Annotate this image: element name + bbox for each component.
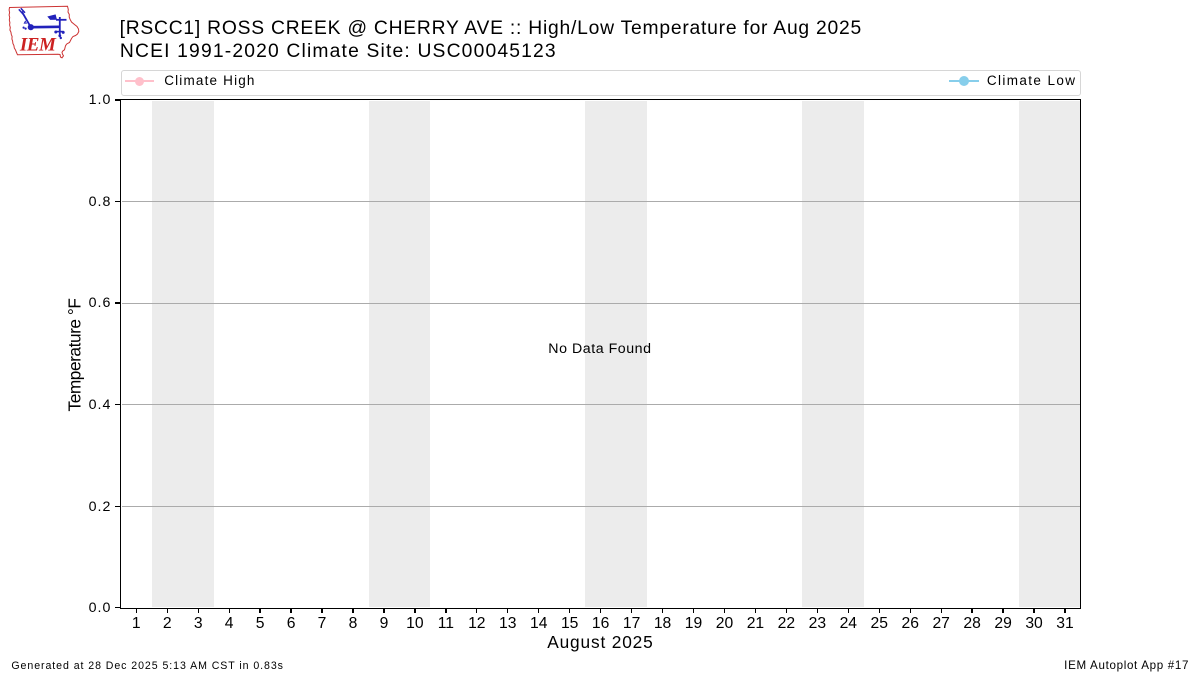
svg-text:IEM: IEM	[19, 34, 57, 55]
